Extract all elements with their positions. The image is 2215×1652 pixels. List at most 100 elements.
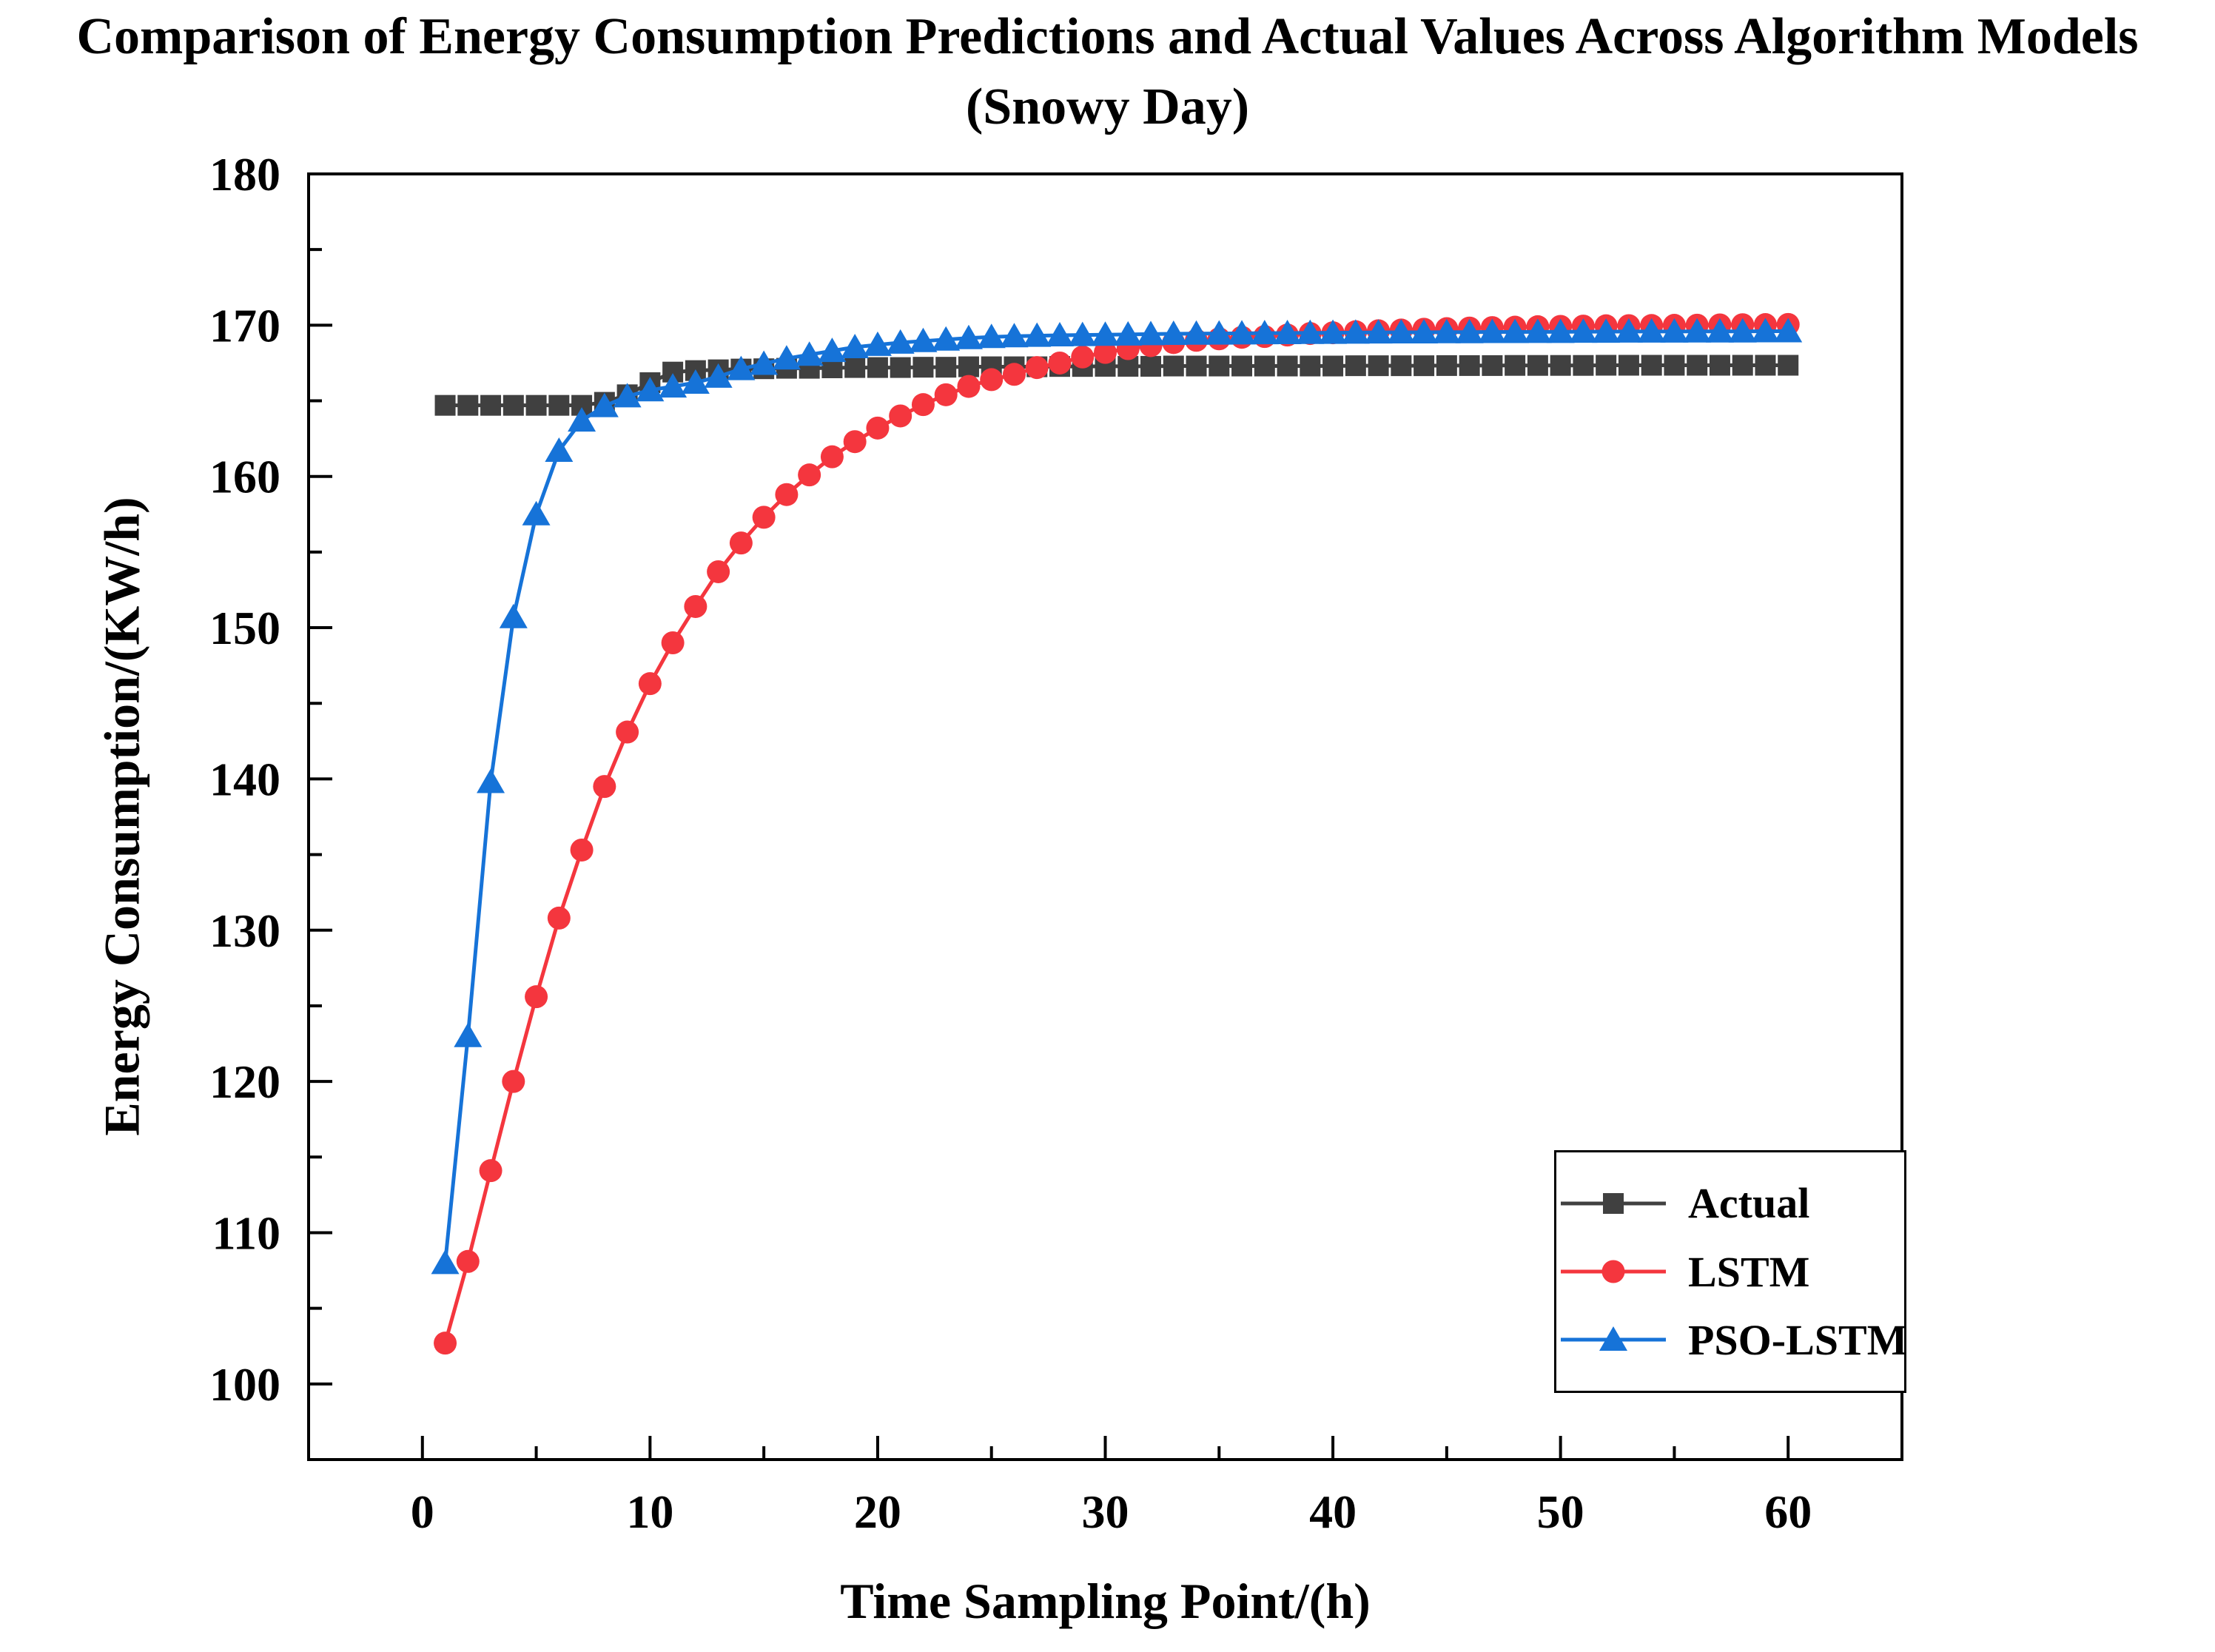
legend-item-actual: Actual <box>1558 1178 1897 1228</box>
marker-square-actual <box>1664 355 1685 376</box>
legend-item-lstm: LSTM <box>1558 1247 1897 1297</box>
legend-item-pso-lstm: PSO-LSTM <box>1558 1315 1908 1365</box>
y-axis-label: Energy Consumption/(KW/h) <box>93 497 150 1136</box>
marker-triangle-pso-lstm <box>750 350 779 375</box>
marker-circle-lstm <box>980 368 1004 392</box>
series-line-pso-lstm <box>443 329 1790 1265</box>
marker-triangle-pso-lstm <box>1137 320 1166 346</box>
marker-triangle-pso-lstm <box>1569 318 1598 343</box>
marker-triangle-pso-lstm <box>681 369 710 394</box>
legend-sample-marker <box>1599 1326 1627 1352</box>
marker-triangle-pso-lstm <box>886 329 915 354</box>
marker-square-actual <box>1231 355 1253 377</box>
marker-square-actual <box>1687 355 1708 376</box>
marker-triangle-pso-lstm <box>1182 320 1211 345</box>
y-tick-label: 180 <box>209 148 280 201</box>
marker-triangle-pso-lstm <box>431 1249 460 1275</box>
marker-circle-lstm <box>911 393 935 417</box>
legend-marker-actual <box>1561 1192 1666 1214</box>
legend-marker-lstm <box>1561 1260 1666 1283</box>
legend-label-actual: Actual <box>1688 1179 1810 1228</box>
marker-triangle-pso-lstm <box>818 338 847 363</box>
marker-triangle-pso-lstm <box>636 377 665 402</box>
marker-triangle-pso-lstm <box>1045 322 1074 347</box>
marker-triangle-pso-lstm <box>568 407 596 432</box>
marker-circle-lstm <box>1025 356 1049 380</box>
marker-triangle-pso-lstm <box>1455 318 1484 343</box>
x-tick-label: 20 <box>854 1485 901 1538</box>
marker-triangle-pso-lstm <box>454 1022 483 1047</box>
marker-triangle-pso-lstm <box>1364 319 1393 344</box>
marker-triangle-pso-lstm <box>1341 319 1370 344</box>
x-axis-label: Time Sampling Point/(h) <box>840 1573 1371 1629</box>
marker-triangle-pso-lstm <box>613 383 642 408</box>
marker-triangle-pso-lstm <box>1614 318 1643 343</box>
marker-triangle-pso-lstm <box>841 333 870 358</box>
marker-square-actual <box>1322 355 1344 377</box>
marker-square-actual <box>434 394 456 416</box>
marker-triangle-pso-lstm <box>1478 318 1507 343</box>
marker-triangle-pso-lstm <box>1410 318 1439 343</box>
marker-circle-lstm <box>502 1070 525 1093</box>
y-tick-label: 110 <box>212 1206 280 1259</box>
marker-circle-lstm <box>525 985 548 1009</box>
marker-triangle-pso-lstm <box>590 392 619 417</box>
marker-triangle-pso-lstm <box>477 768 505 793</box>
marker-square-actual <box>548 394 570 416</box>
y-tick-label: 120 <box>209 1055 280 1108</box>
legend-label-pso-lstm: PSO-LSTM <box>1688 1315 1908 1364</box>
marker-square-actual <box>1368 355 1389 377</box>
marker-circle-lstm <box>1094 340 1117 364</box>
marker-triangle-pso-lstm <box>863 331 892 356</box>
y-tick-label: 170 <box>209 299 280 352</box>
marker-square-actual <box>912 357 934 378</box>
marker-square-actual <box>1345 355 1366 377</box>
marker-square-actual <box>1163 355 1184 377</box>
marker-triangle-pso-lstm <box>1159 320 1188 346</box>
marker-circle-lstm <box>616 720 639 744</box>
legend: Actual LSTM PSO-LSTM <box>1554 1150 1908 1393</box>
chart-title-line2: (Snowy Day) <box>965 78 1250 135</box>
marker-square-actual <box>1505 355 1526 376</box>
marker-triangle-pso-lstm <box>1683 318 1712 343</box>
x-tick-label: 50 <box>1537 1485 1584 1538</box>
marker-triangle-pso-lstm <box>704 363 733 388</box>
marker-triangle-pso-lstm <box>1296 319 1325 344</box>
marker-square-actual <box>1459 355 1480 376</box>
marker-square-actual <box>1527 355 1548 376</box>
marker-square-actual <box>1436 355 1457 376</box>
legend-sample-marker <box>1603 1192 1624 1214</box>
marker-circle-lstm <box>866 416 890 440</box>
x-tick-label: 10 <box>626 1485 673 1538</box>
marker-square-actual <box>1186 355 1207 377</box>
marker-circle-lstm <box>547 906 571 930</box>
marker-triangle-pso-lstm <box>1637 318 1666 343</box>
marker-square-actual <box>890 357 911 378</box>
marker-square-actual <box>1709 355 1730 376</box>
marker-circle-lstm <box>775 483 799 506</box>
marker-circle-lstm <box>752 506 776 529</box>
marker-triangle-pso-lstm <box>1501 318 1530 343</box>
marker-triangle-pso-lstm <box>1728 318 1757 343</box>
chart-title-line1: Comparison of Energy Consumption Predict… <box>76 8 2139 65</box>
y-tick-label: 150 <box>209 602 280 654</box>
marker-triangle-pso-lstm <box>795 341 824 366</box>
marker-triangle-pso-lstm <box>727 355 756 380</box>
marker-square-actual <box>1732 355 1753 376</box>
marker-square-actual <box>1618 355 1639 376</box>
marker-triangle-pso-lstm <box>1523 318 1552 343</box>
marker-circle-lstm <box>820 445 844 469</box>
marker-square-actual <box>1482 355 1503 376</box>
marker-square-actual <box>1778 355 1799 376</box>
marker-circle-lstm <box>707 560 730 583</box>
marker-circle-lstm <box>798 463 821 487</box>
marker-square-actual <box>1755 355 1776 376</box>
marker-triangle-pso-lstm <box>932 326 961 351</box>
marker-triangle-pso-lstm <box>545 437 574 462</box>
marker-triangle-pso-lstm <box>1774 318 1803 343</box>
marker-triangle-pso-lstm <box>1592 318 1621 343</box>
marker-triangle-pso-lstm <box>772 345 801 370</box>
marker-triangle-pso-lstm <box>1250 320 1279 345</box>
